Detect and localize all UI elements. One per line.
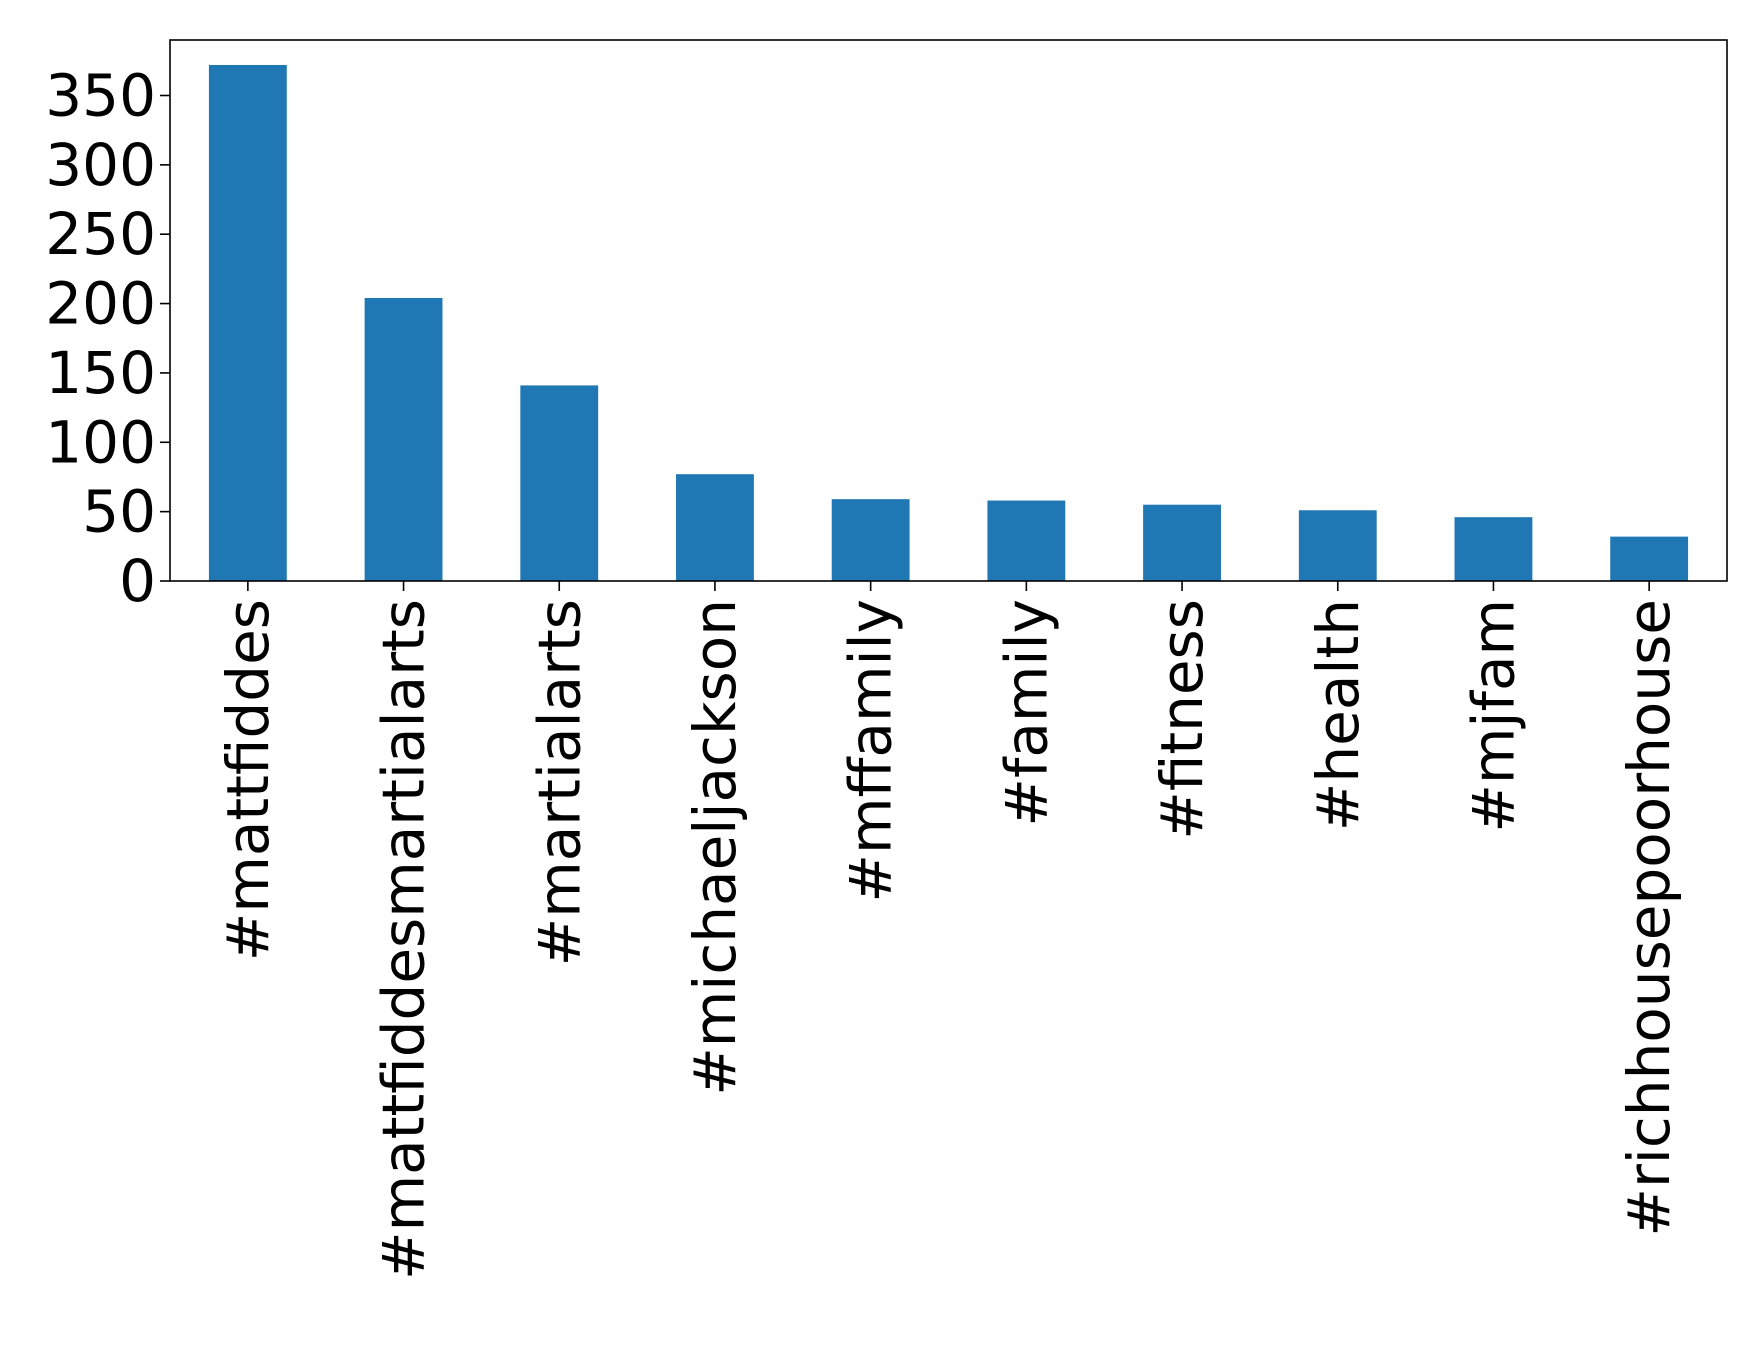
x-tick-label: #mattfiddesmartialarts	[370, 599, 438, 1280]
x-tick-label: #fitness	[1148, 599, 1216, 840]
bar-health	[1298, 510, 1377, 581]
x-tick-label: #richhousepoorhouse	[1615, 599, 1683, 1237]
y-tick-label: 200	[45, 270, 156, 338]
bar-mattfiddes	[208, 64, 287, 581]
bar-michaeljackson	[676, 474, 754, 581]
y-tick-label: 250	[45, 200, 156, 268]
y-tick-label: 0	[119, 547, 156, 615]
y-tick-label: 50	[82, 478, 156, 546]
bars-group	[208, 64, 1689, 581]
bar-mjfam	[1454, 517, 1533, 581]
x-tick-label: #mjfam	[1459, 599, 1527, 833]
bar-richhousepoorhouse	[1610, 536, 1689, 581]
bar-fitness	[1143, 504, 1221, 581]
x-tick-label: #mffamily	[837, 599, 905, 903]
y-tick-label: 150	[45, 339, 156, 407]
bar-mffamily	[831, 499, 910, 581]
plot-frame	[169, 39, 1728, 582]
x-axis: #mattfiddes #mattfiddesmartialarts #martia…	[214, 581, 1683, 1280]
bar-martialarts	[520, 385, 599, 581]
x-tick-label: #mattfiddes	[214, 599, 282, 961]
x-tick-label: #michaeljackson	[681, 599, 749, 1096]
x-tick-label: #health	[1304, 599, 1372, 831]
bar-family	[987, 500, 1066, 581]
x-tick-label: #family	[992, 599, 1060, 827]
y-tick-label: 350	[45, 61, 156, 129]
y-tick-label: 300	[45, 131, 156, 199]
bar-mattfiddesmartialarts	[364, 298, 443, 581]
x-tick-label: #martialarts	[525, 599, 593, 966]
y-tick-label: 100	[45, 408, 156, 476]
